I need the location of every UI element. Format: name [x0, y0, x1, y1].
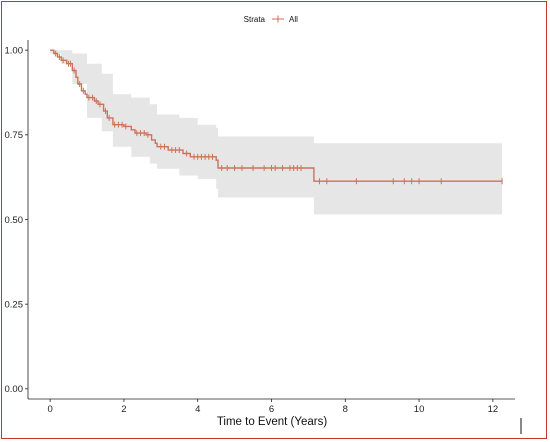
x-tick-label: 12 [488, 404, 499, 415]
confidence-band [50, 50, 503, 215]
x-tick-label: 4 [195, 404, 200, 415]
axes: 0.00 0.25 0.50 0.75 1.00 0 2 4 6 8 10 12 Time to E… [5, 40, 515, 428]
legend-entry-all: All [289, 15, 298, 24]
x-ticks: 0 2 4 6 8 10 12 [47, 399, 498, 415]
legend: Strata All [244, 15, 298, 24]
plot-area [50, 49, 503, 215]
x-tick-label: 8 [343, 404, 348, 415]
y-tick-label: 0.25 [5, 299, 24, 310]
legend-title: Strata [244, 15, 266, 24]
confidence-band-layer [50, 50, 503, 215]
survival-line-layer [50, 49, 503, 182]
y-tick-label: 0.75 [5, 130, 24, 141]
x-axis-title: Time to Event (Years) [217, 416, 328, 428]
survival-curve-all [50, 49, 503, 182]
x-tick-label: 6 [269, 404, 274, 415]
y-ticks: 0.00 0.25 0.50 0.75 1.00 [5, 45, 28, 395]
y-tick-label: 0.00 [5, 384, 24, 395]
censor-marks-layer [55, 50, 503, 185]
y-tick-label: 0.50 [5, 215, 24, 226]
y-tick-label: 1.00 [5, 45, 24, 56]
x-tick-label: 10 [414, 404, 425, 415]
x-tick-label: 2 [121, 404, 126, 415]
x-tick-label: 0 [47, 404, 52, 415]
